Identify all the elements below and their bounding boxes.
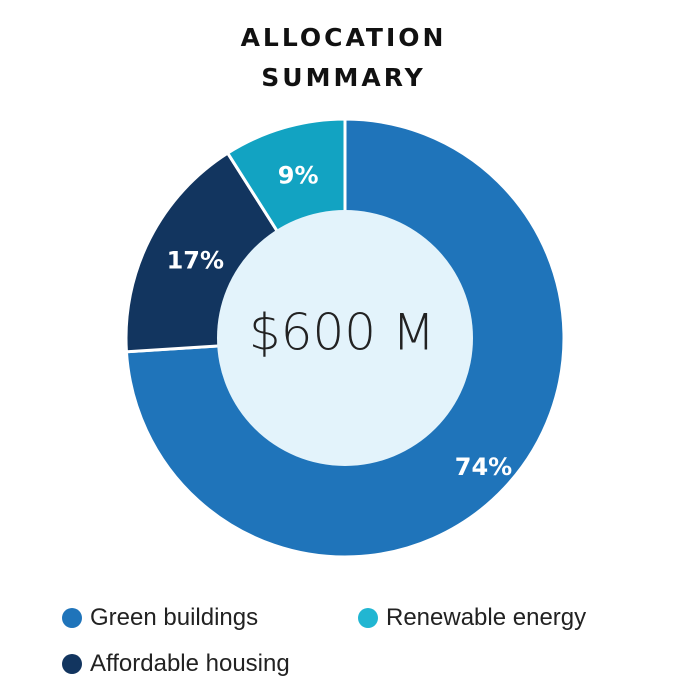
legend-swatch	[358, 608, 378, 628]
legend-label: Affordable housing	[90, 650, 290, 677]
legend-item-renewable-energy: Renewable energy	[358, 604, 586, 632]
legend-item-affordable-housing: Affordable housing	[62, 650, 290, 678]
slice-label-renewable-energy: 9%	[278, 162, 319, 190]
legend-item-green-buildings: Green buildings	[62, 604, 258, 632]
slice-labels: 74% 17% 9%	[167, 162, 513, 481]
legend-swatch	[62, 654, 82, 674]
slice-label-green-buildings: 74%	[455, 453, 512, 481]
chart-title: ALLOCATION SUMMARY	[0, 18, 687, 98]
chart-title-line-2: SUMMARY	[261, 63, 426, 92]
donut-center	[217, 210, 473, 466]
legend-swatch	[62, 608, 82, 628]
slice-label-affordable-housing: 17%	[167, 247, 224, 275]
legend-label: Green buildings	[90, 604, 259, 631]
total-amount: $600 M	[249, 304, 435, 362]
chart-title-line-1: ALLOCATION	[240, 23, 447, 52]
legend-label: Renewable energy	[386, 604, 587, 631]
